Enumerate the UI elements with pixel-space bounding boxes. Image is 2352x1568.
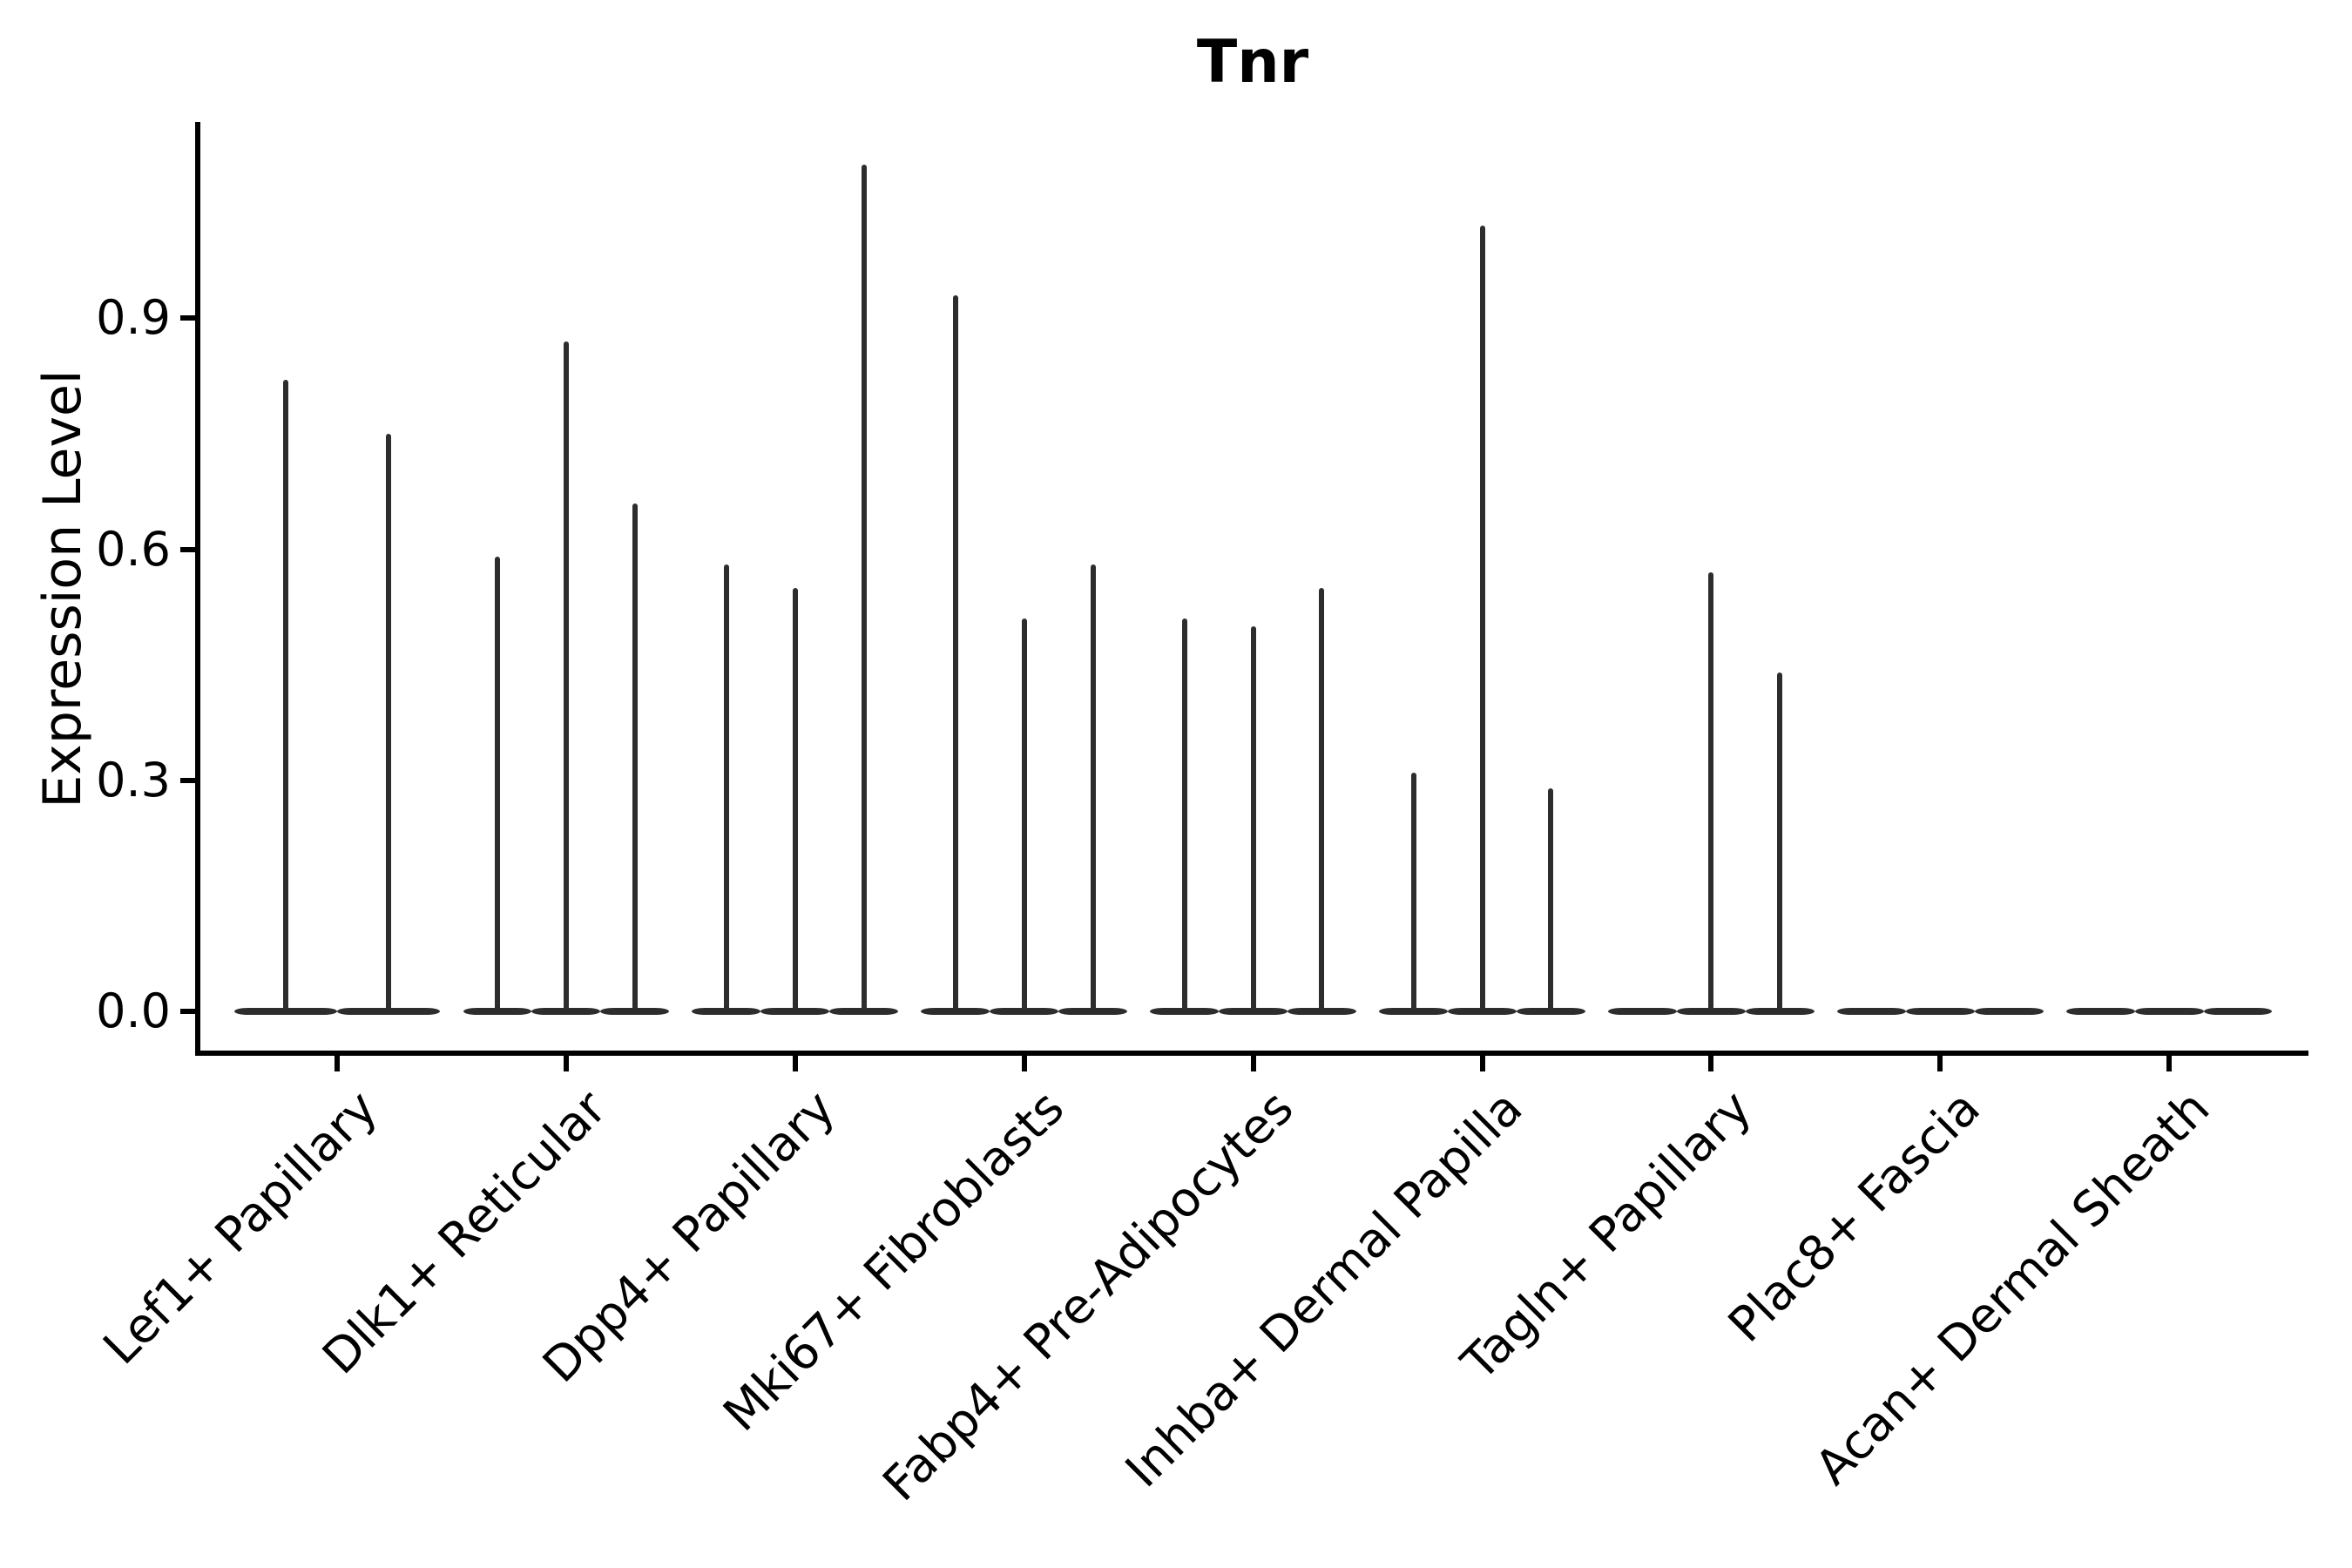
x-tick-label: Fabp4+ Pre-Adipocytes <box>871 1079 1304 1512</box>
violin-spike <box>1181 618 1187 1011</box>
violin-base <box>1058 1008 1127 1015</box>
violin-spike <box>1319 587 1325 1011</box>
violin-base <box>990 1008 1059 1015</box>
violin-spike <box>563 341 569 1011</box>
violin-spike <box>632 503 638 1011</box>
violin-spike <box>1777 672 1783 1011</box>
violin-spike <box>1021 618 1027 1011</box>
x-tick-mark <box>1479 1056 1485 1071</box>
x-tick-label: Plac8+ Fascia <box>1717 1079 1991 1353</box>
violin-base <box>1288 1008 1356 1015</box>
violin-base <box>1150 1008 1220 1015</box>
violin-base <box>1745 1008 1815 1015</box>
x-tick-mark <box>1708 1056 1714 1071</box>
violin-base <box>921 1008 990 1015</box>
violin-base <box>1448 1008 1517 1015</box>
y-tick-label: 0.3 <box>96 752 171 808</box>
violin-spike <box>495 557 501 1011</box>
violin-base <box>1516 1008 1585 1015</box>
violin-spike <box>1410 772 1416 1011</box>
violin-base <box>463 1008 532 1015</box>
violin-spike <box>723 564 729 1011</box>
y-tick-mark <box>180 315 197 321</box>
violin-base <box>531 1008 601 1015</box>
violin-base <box>829 1008 899 1015</box>
violin-base <box>233 1008 337 1015</box>
violin-spike <box>282 380 288 1011</box>
x-tick-mark <box>2166 1056 2173 1071</box>
violin-spike <box>386 434 392 1011</box>
y-tick-label: 0.0 <box>96 983 171 1038</box>
y-tick-mark <box>180 1009 197 1014</box>
violin-spike <box>1708 572 1714 1011</box>
violin-base <box>2065 1008 2135 1015</box>
x-tick-mark <box>1250 1056 1256 1071</box>
violin-base <box>1905 1008 1975 1015</box>
x-tick-label: Acan+ Dermal Sheath <box>1803 1079 2220 1496</box>
y-tick-label: 0.9 <box>96 290 171 346</box>
violin-base <box>760 1008 830 1015</box>
x-tick-mark <box>1021 1056 1027 1071</box>
violin-base <box>1219 1008 1288 1015</box>
violin-base <box>2134 1008 2204 1015</box>
y-tick-label: 0.6 <box>96 521 171 577</box>
chart-title: Tnr <box>1196 28 1309 97</box>
y-axis-label: Expression Level <box>32 369 93 808</box>
violin-base <box>600 1008 670 1015</box>
violin-base <box>692 1008 761 1015</box>
x-tick-label: Inhba+ Dermal Papilla <box>1114 1079 1533 1498</box>
x-tick-mark <box>792 1056 798 1071</box>
violin-spike <box>792 587 798 1011</box>
violin-base <box>337 1008 441 1015</box>
violin-spike <box>1548 787 1554 1011</box>
x-axis-spine <box>195 1051 2308 1056</box>
y-tick-mark <box>180 546 197 552</box>
x-tick-mark <box>563 1056 569 1071</box>
violin-spike <box>1479 226 1485 1011</box>
y-tick-mark <box>180 777 197 783</box>
violin-base <box>2203 1008 2273 1015</box>
violin-base <box>1676 1008 1746 1015</box>
violin-base <box>1974 1008 2044 1015</box>
violin-base <box>1608 1008 1677 1015</box>
violin-spike <box>861 164 867 1011</box>
violin-spike <box>1090 564 1096 1011</box>
x-tick-mark <box>1937 1056 1943 1071</box>
violin-spike <box>1250 626 1256 1011</box>
y-axis-spine <box>195 122 200 1056</box>
x-tick-mark <box>335 1056 340 1071</box>
violin-base <box>1379 1008 1449 1015</box>
violin-base <box>1836 1008 1906 1015</box>
violin-spike <box>952 294 958 1011</box>
